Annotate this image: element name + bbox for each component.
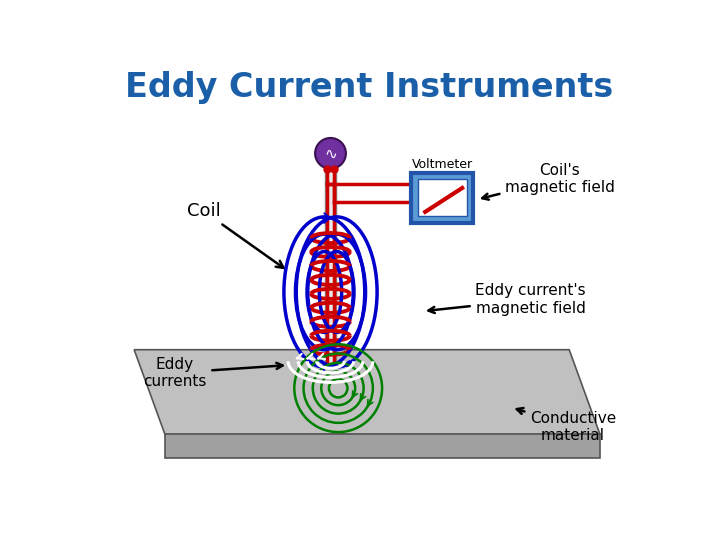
Polygon shape: [134, 350, 600, 434]
Text: Conductive
material: Conductive material: [517, 408, 616, 443]
Text: Eddy Current Instruments: Eddy Current Instruments: [125, 71, 613, 104]
Text: Voltmeter: Voltmeter: [412, 158, 473, 171]
Polygon shape: [165, 434, 600, 457]
FancyBboxPatch shape: [411, 173, 473, 222]
Text: Coil's
magnetic field: Coil's magnetic field: [482, 163, 615, 200]
Circle shape: [315, 138, 346, 168]
Text: Coil: Coil: [186, 202, 284, 268]
Text: Eddy
currents: Eddy currents: [143, 356, 282, 389]
Text: Eddy current's
magnetic field: Eddy current's magnetic field: [428, 284, 586, 316]
Text: ∿: ∿: [324, 147, 337, 161]
FancyBboxPatch shape: [418, 179, 467, 217]
